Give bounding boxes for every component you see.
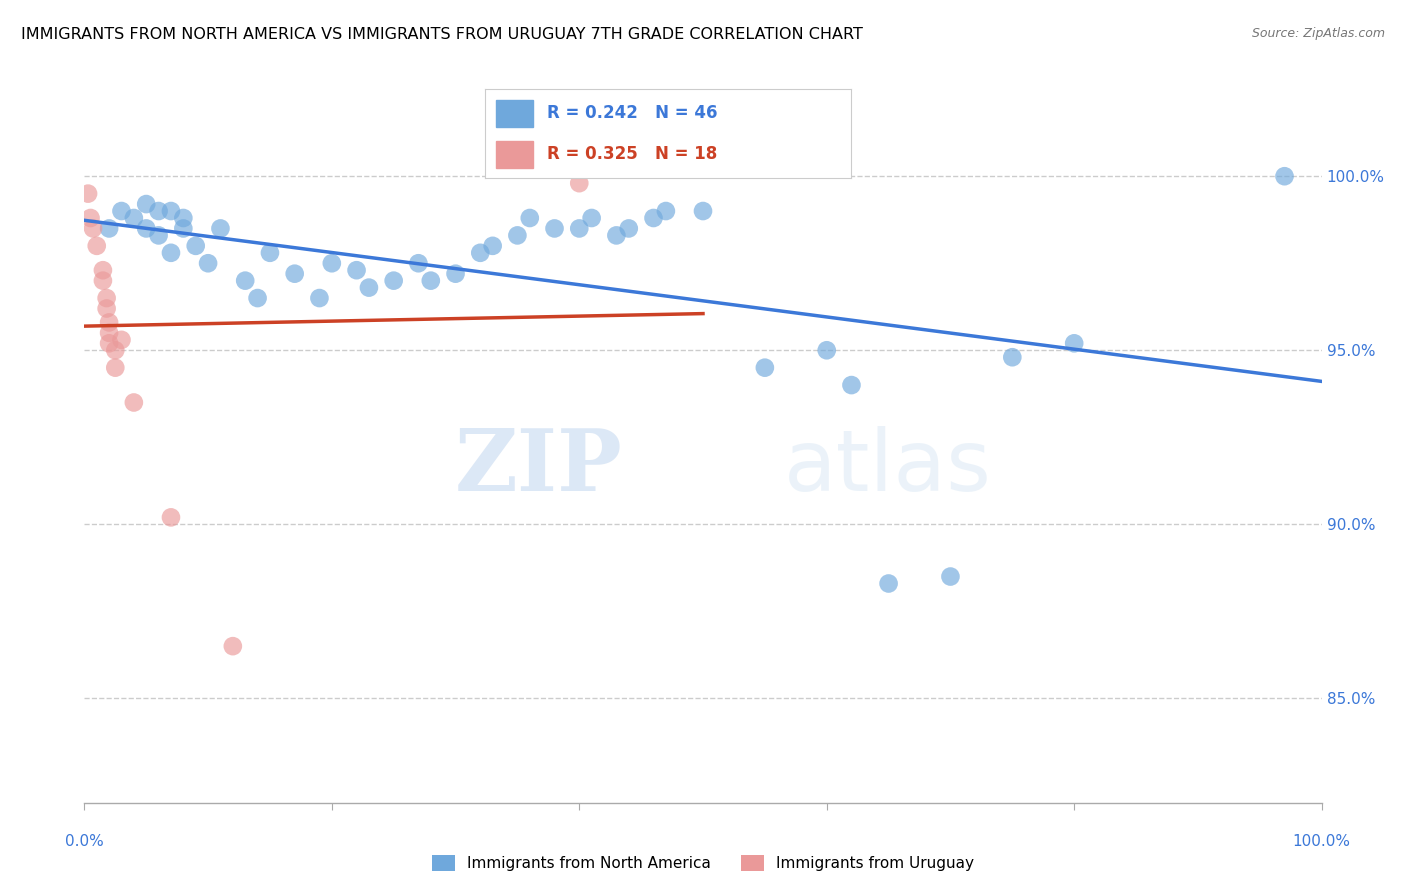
Point <box>815 343 838 358</box>
Point <box>77 186 100 201</box>
Legend: Immigrants from North America, Immigrants from Uruguay: Immigrants from North America, Immigrant… <box>426 849 980 877</box>
Bar <box>496 141 533 168</box>
Point <box>655 204 678 219</box>
Point <box>605 228 627 243</box>
Point <box>1274 169 1296 184</box>
Point <box>122 211 145 225</box>
Point <box>98 326 121 340</box>
Point <box>568 176 591 190</box>
Point <box>135 197 157 211</box>
Point <box>110 333 132 347</box>
Point <box>506 228 529 243</box>
Point <box>148 228 170 243</box>
Text: 0.0%: 0.0% <box>65 834 104 849</box>
Point <box>160 204 183 219</box>
Point <box>754 360 776 375</box>
Point <box>98 221 121 235</box>
Text: 100.0%: 100.0% <box>1292 834 1351 849</box>
Point <box>160 245 183 260</box>
Point <box>284 267 307 281</box>
Point <box>184 239 207 253</box>
Point <box>382 274 405 288</box>
Point <box>82 221 104 235</box>
Text: ZIP: ZIP <box>454 425 623 509</box>
Point <box>568 221 591 235</box>
Text: R = 0.325   N = 18: R = 0.325 N = 18 <box>547 145 717 163</box>
Point <box>470 245 492 260</box>
Point <box>246 291 269 305</box>
Point <box>148 204 170 219</box>
Point <box>308 291 330 305</box>
Text: R = 0.242   N = 46: R = 0.242 N = 46 <box>547 104 717 122</box>
Point <box>543 221 565 235</box>
Point <box>98 336 121 351</box>
Point <box>172 221 194 235</box>
Point <box>79 211 101 225</box>
Point <box>259 245 281 260</box>
Text: IMMIGRANTS FROM NORTH AMERICA VS IMMIGRANTS FROM URUGUAY 7TH GRADE CORRELATION C: IMMIGRANTS FROM NORTH AMERICA VS IMMIGRA… <box>21 27 863 42</box>
Point <box>135 221 157 235</box>
Point <box>1001 350 1024 364</box>
Point <box>209 221 232 235</box>
Point <box>444 267 467 281</box>
Point <box>481 239 503 253</box>
Point <box>91 274 114 288</box>
Point <box>357 280 380 294</box>
Point <box>408 256 430 270</box>
Point <box>86 239 108 253</box>
Text: Source: ZipAtlas.com: Source: ZipAtlas.com <box>1251 27 1385 40</box>
Point <box>110 204 132 219</box>
Point <box>222 639 245 653</box>
Point <box>104 343 127 358</box>
Point <box>233 274 256 288</box>
Point <box>939 569 962 583</box>
Point <box>419 274 441 288</box>
Point <box>321 256 343 270</box>
Point <box>197 256 219 270</box>
Point <box>96 301 118 316</box>
Point <box>104 360 127 375</box>
Point <box>346 263 368 277</box>
Point <box>841 378 863 392</box>
Point <box>692 204 714 219</box>
Point <box>1063 336 1085 351</box>
Point <box>581 211 603 225</box>
Point <box>98 315 121 329</box>
Point <box>172 211 194 225</box>
Point <box>122 395 145 409</box>
Point <box>160 510 183 524</box>
Text: atlas: atlas <box>783 425 991 509</box>
Point <box>519 211 541 225</box>
Point <box>96 291 118 305</box>
Point <box>617 221 640 235</box>
Point <box>643 211 665 225</box>
Point <box>877 576 900 591</box>
Bar <box>496 100 533 127</box>
Point <box>91 263 114 277</box>
